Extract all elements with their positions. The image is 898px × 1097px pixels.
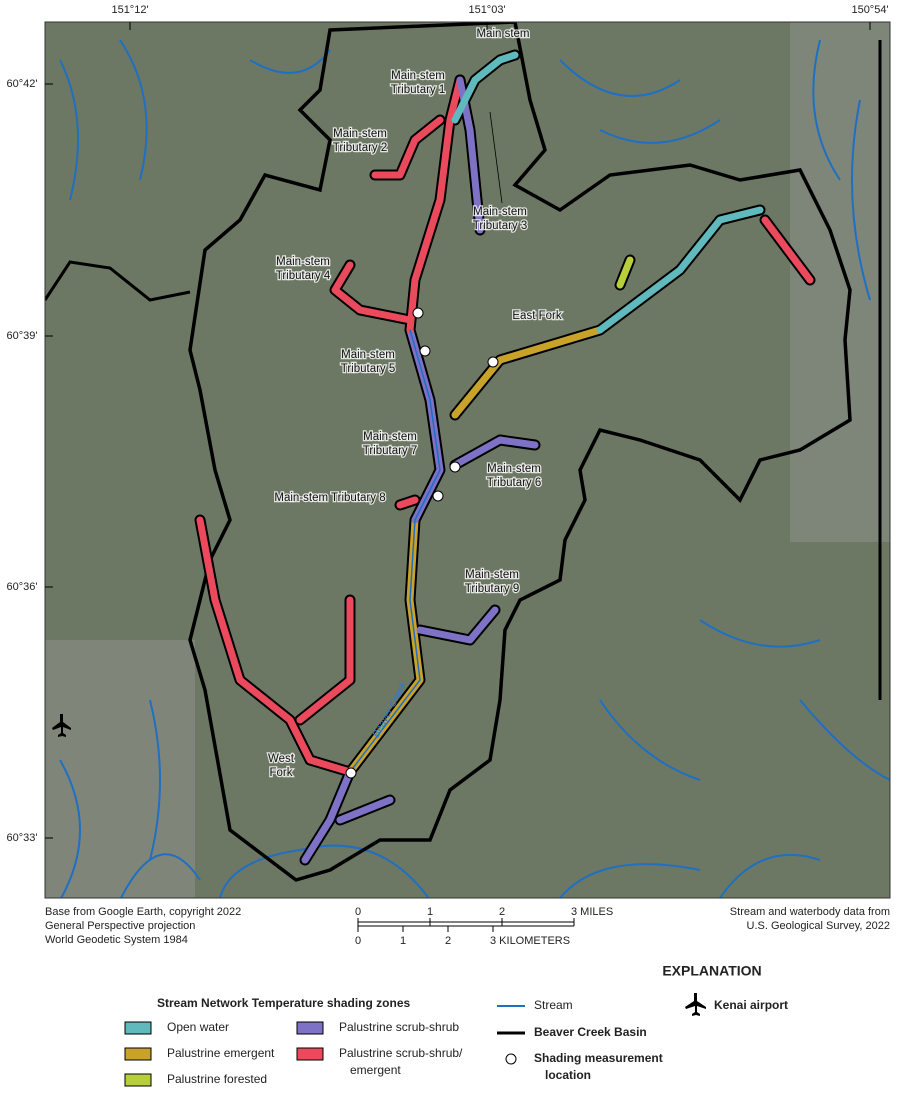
credit: U.S. Geological Survey, 2022: [747, 920, 890, 932]
legend-label: location: [545, 1068, 591, 1082]
credit: Base from Google Earth, copyright 2022: [45, 906, 241, 918]
legend-label: Palustrine forested: [167, 1072, 267, 1086]
coord-label: 60°42': [7, 78, 38, 90]
legend-swatch: [296, 1021, 324, 1035]
scale-label: 3 MILES: [571, 906, 613, 918]
scale-label: 1: [427, 906, 433, 918]
scale-label: 2: [445, 935, 451, 947]
legend-heading: Stream Network Temperature shading zones: [157, 996, 411, 1010]
coord-label: 151°12': [111, 4, 148, 16]
legend-label: Palustrine scrub-shrub: [339, 1020, 459, 1034]
credit: Stream and waterbody data from: [730, 906, 890, 918]
place-label: Main-stem: [487, 463, 541, 475]
place-label: Main-stem: [341, 349, 395, 361]
coord-label: 150°54': [851, 4, 888, 16]
legend-label: Beaver Creek Basin: [534, 1025, 647, 1039]
scale-label: 0: [355, 906, 361, 918]
place-label: Main stem: [476, 28, 529, 40]
coord-label: 60°33': [7, 832, 38, 844]
coord-label: 60°39': [7, 330, 38, 342]
place-label: Main-stem: [391, 70, 445, 82]
legend-label: emergent: [350, 1063, 401, 1077]
leader-line: [489, 111, 503, 204]
place-label: Tributary 5: [341, 363, 396, 375]
map-frame: [44, 21, 891, 899]
basin-boundary: [188, 22, 852, 882]
place-label: Main-stem Tributary 8: [274, 492, 385, 504]
scale-label: 0: [355, 935, 361, 947]
place-label: Tributary 4: [276, 270, 331, 282]
place-label: Tributary 1: [391, 84, 446, 96]
legend-label: Stream: [534, 998, 573, 1012]
scale-label: 1: [400, 935, 406, 947]
map-layers: [45, 22, 890, 898]
streams: [59, 39, 890, 898]
airport-icon: [52, 714, 71, 737]
adjacent-basin: [45, 260, 191, 302]
coord-label: 151°03': [468, 4, 505, 16]
scale-label: 2: [499, 906, 505, 918]
place-label: Tributary 3: [473, 220, 528, 232]
legend-label: Palustrine scrub-shrub/: [339, 1046, 463, 1060]
legend-title: EXPLANATION: [662, 963, 761, 979]
place-label: Tributary 7: [363, 445, 418, 457]
place-label: Main-stem: [333, 128, 387, 140]
credit: World Geodetic System 1984: [45, 934, 188, 946]
legend-swatch: [296, 1047, 324, 1061]
legend-swatch: [124, 1047, 152, 1061]
legend-label: Kenai airport: [714, 998, 788, 1012]
place-label: West: [268, 753, 295, 765]
legend-label: Palustrine emergent: [167, 1046, 275, 1060]
scale-label: 3 KILOMETERS: [490, 935, 570, 947]
place-label: Tributary 6: [487, 477, 542, 489]
legend-swatch: [124, 1073, 152, 1087]
place-label: Main-stem: [473, 206, 527, 218]
place-label: Main-stem: [465, 569, 519, 581]
place-label: Fork: [270, 767, 293, 779]
legend-point: [505, 1053, 517, 1065]
place-label: East Fork: [512, 310, 561, 322]
stream-network: [194, 49, 816, 866]
place-label: Main-stem: [276, 256, 330, 268]
legend-airport: [685, 993, 706, 1016]
legend-label: Shading measurement: [534, 1051, 663, 1065]
legend-swatch: [124, 1021, 152, 1035]
place-label: Main-stem: [363, 431, 417, 443]
legend-label: Open water: [167, 1020, 229, 1034]
place-label: Tributary 9: [465, 583, 520, 595]
place-label: Tributary 2: [333, 142, 388, 154]
measurement-points: [345, 307, 499, 779]
coord-label: 60°36': [7, 581, 38, 593]
credit: General Perspective projection: [45, 920, 195, 932]
